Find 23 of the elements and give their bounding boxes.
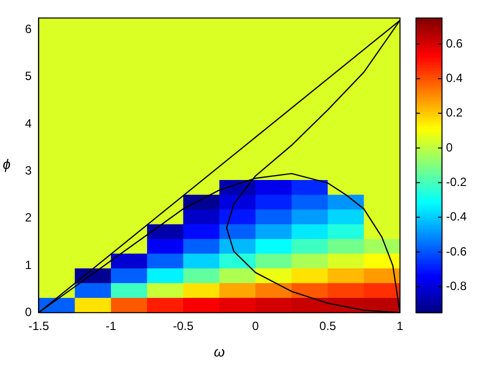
color-bar-label: -0.4	[446, 210, 468, 224]
y-tick-label: 1	[24, 258, 32, 272]
x-tick-label: -0.5	[172, 319, 194, 334]
color-bar-label: -0.6	[446, 244, 468, 258]
color-bar-label: 0	[446, 140, 453, 154]
y-tick-label: 4	[24, 116, 32, 130]
y-tick-label: 3	[24, 164, 32, 178]
y-tick-label: 6	[24, 22, 32, 36]
x-axis-title: ω	[214, 343, 225, 360]
y-tick-label: 2	[24, 210, 32, 225]
color-bar-label: 0.4	[446, 70, 464, 85]
x-tick-label: 0	[252, 319, 260, 334]
x-tick-label: -1.5	[28, 319, 50, 334]
x-tick-label: -1	[106, 319, 117, 334]
color-bar-label: 0.6	[446, 36, 464, 50]
color-bar-label: 0.2	[446, 106, 464, 120]
y-tick-label: 0	[24, 304, 32, 319]
x-tick-label: 1	[396, 319, 404, 334]
y-axis-title: ϕ	[2, 156, 11, 172]
x-tick-label: 0.5	[319, 319, 336, 334]
color-bar-label: -0.8	[446, 278, 468, 293]
color-bar-label: -0.2	[446, 174, 468, 189]
y-tick-label: 5	[24, 69, 32, 84]
